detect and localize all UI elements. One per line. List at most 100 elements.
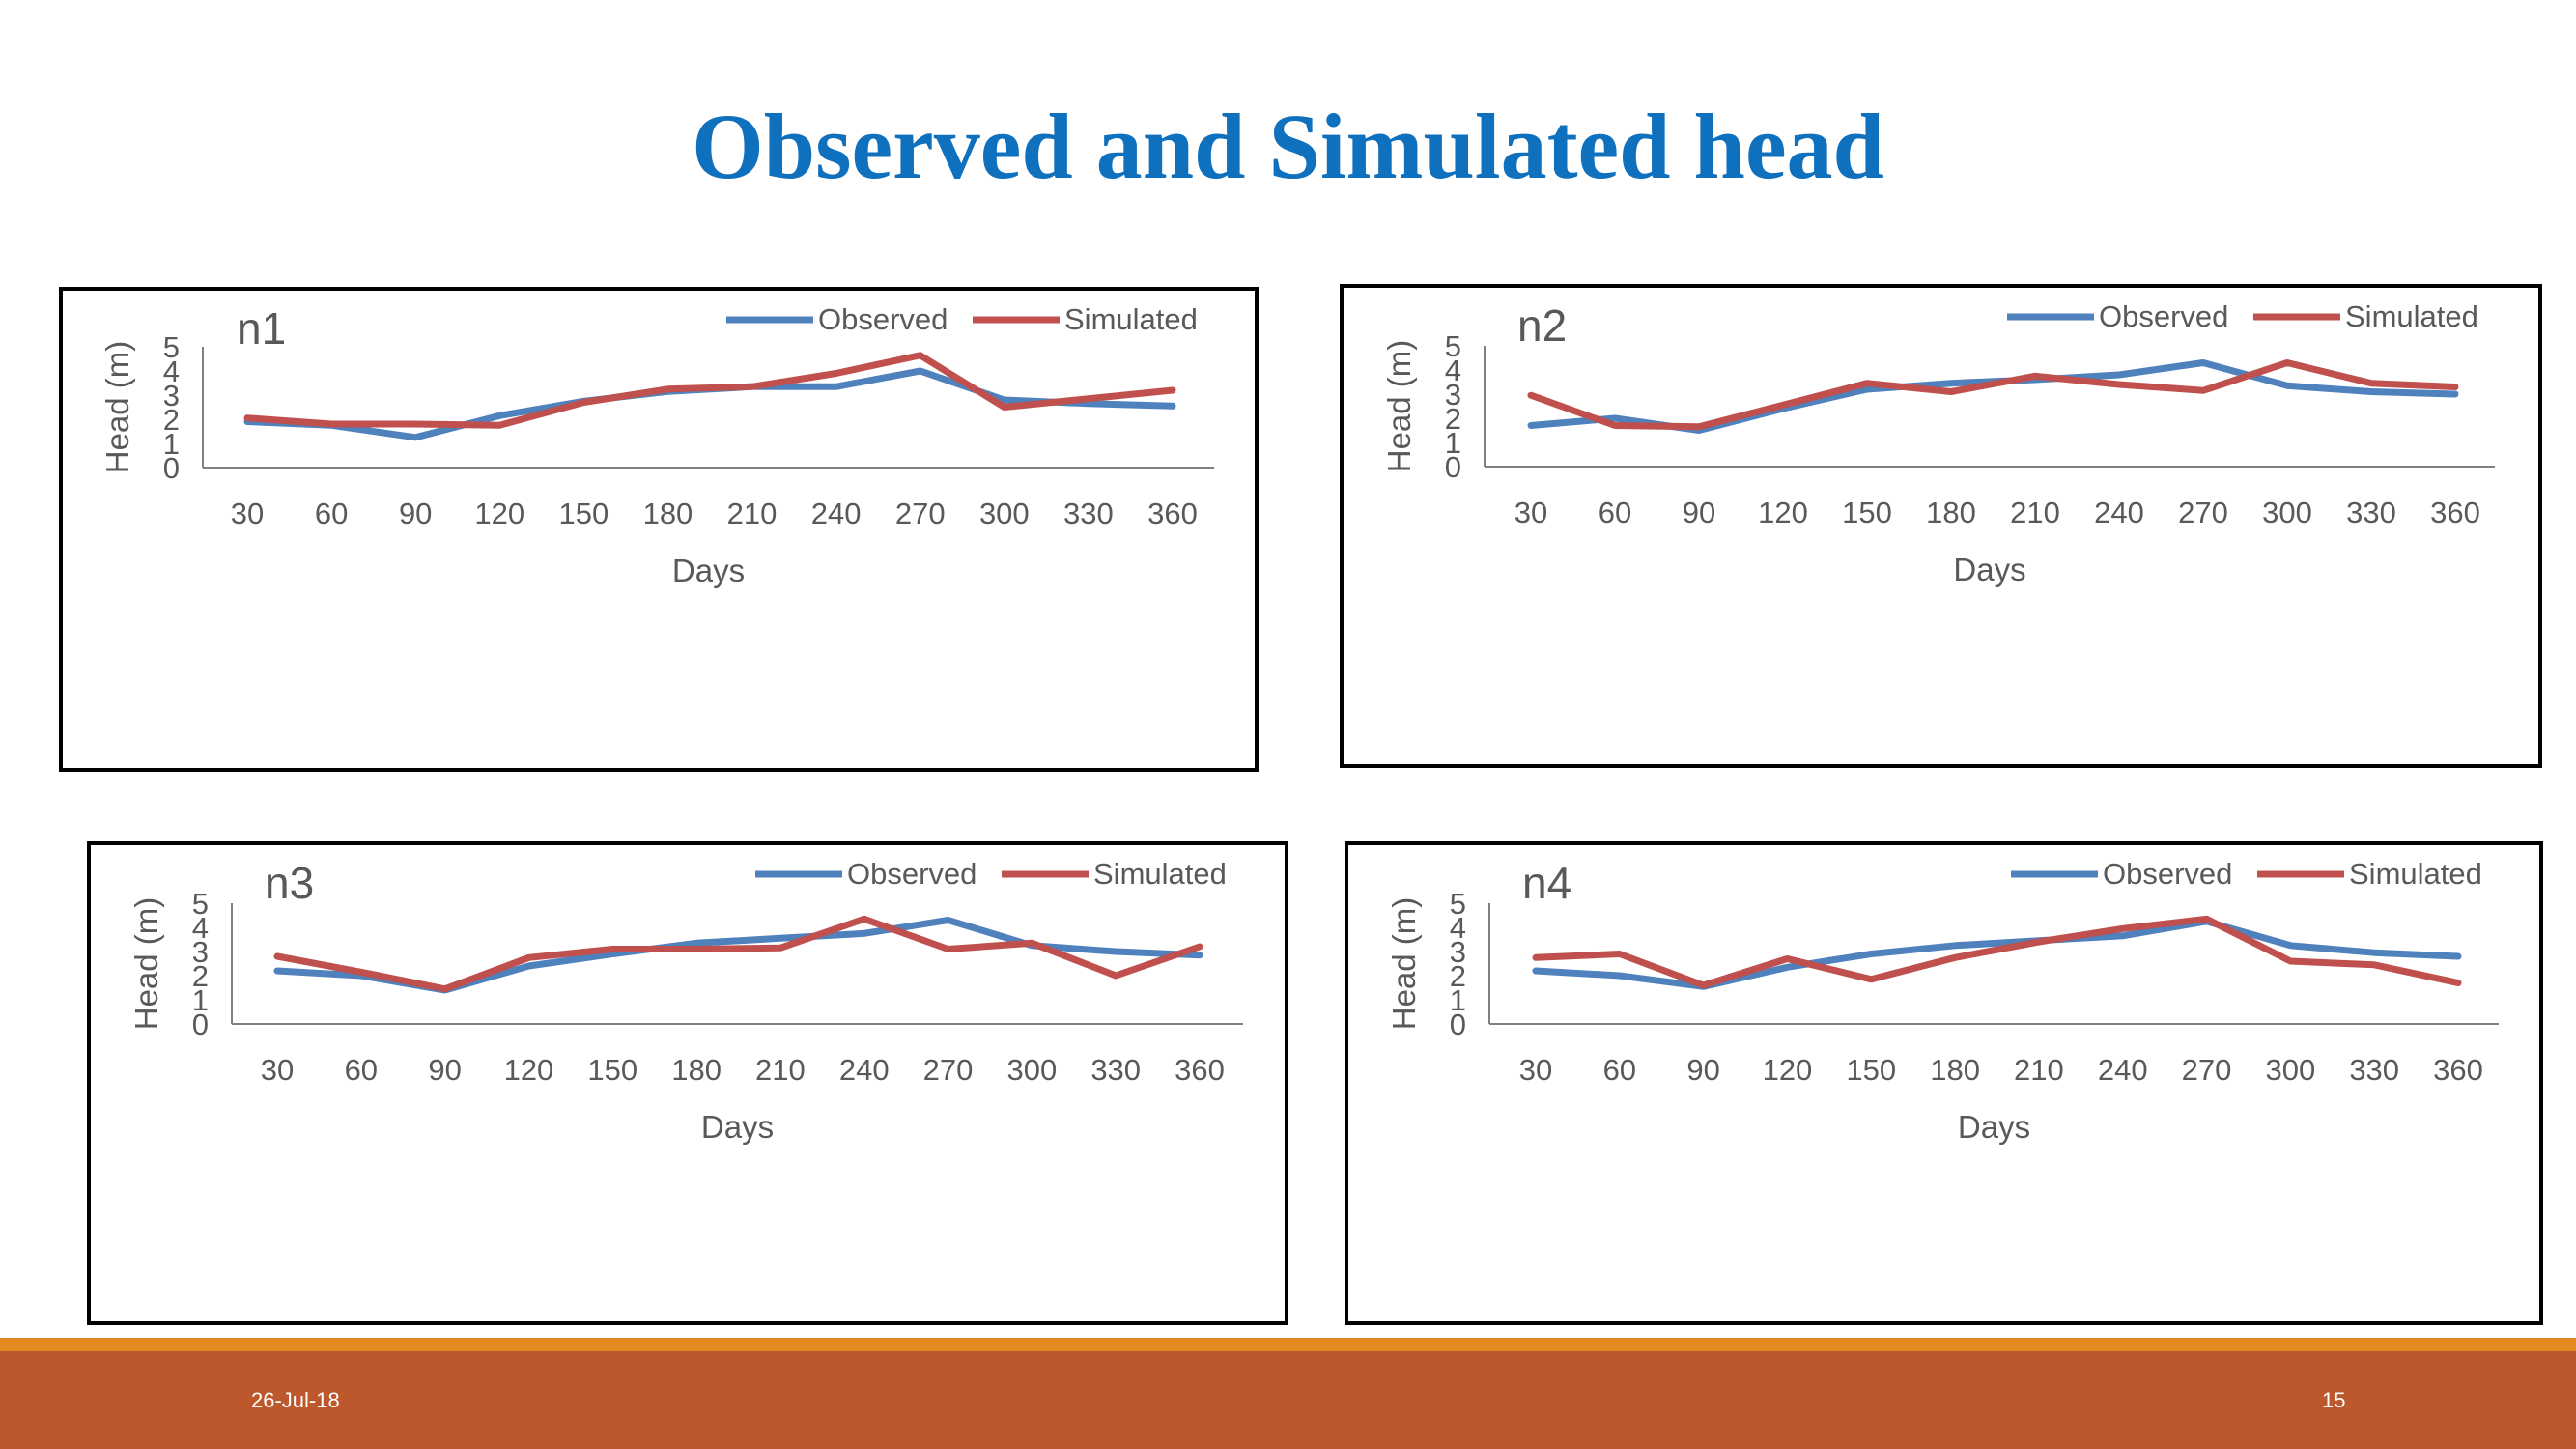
x-tick-label: 270 — [2182, 1053, 2232, 1087]
series-line-simulated — [1527, 359, 2459, 431]
x-tick-label: 150 — [1842, 496, 1892, 529]
x-tick-label: 60 — [1603, 1053, 1636, 1087]
series-line-simulated — [243, 352, 1176, 429]
y-axis-title: Head (m) — [1381, 340, 1417, 473]
y-tick-label: 4 — [1450, 911, 1466, 945]
x-tick-label: 270 — [923, 1053, 974, 1087]
series-line-simulated — [1532, 915, 2462, 989]
y-axis-title: Head (m) — [1386, 897, 1422, 1031]
x-tick-label: 90 — [1686, 1053, 1719, 1087]
y-tick-label: 0 — [163, 451, 180, 485]
page-number: 15 — [2322, 1388, 2346, 1412]
footer-bar — [0, 1351, 2576, 1449]
x-tick-label: 330 — [1063, 497, 1114, 530]
x-tick-label: 150 — [558, 497, 609, 530]
x-axis-title: Days — [701, 1109, 774, 1145]
y-tick-label: 5 — [1450, 887, 1466, 921]
x-tick-label: 120 — [1758, 496, 1808, 529]
y-tick-label: 2 — [192, 959, 209, 993]
y-tick-label: 3 — [192, 935, 209, 969]
x-tick-label: 150 — [1846, 1053, 1896, 1087]
x-tick-label: 330 — [1090, 1053, 1141, 1087]
x-tick-label: 60 — [1599, 496, 1631, 529]
y-tick-label: 2 — [1445, 402, 1461, 436]
chart-panel-n3: n3 0 1 2 3 4 5 30 60 90 120 150 180 210 240 270 300 330 36… — [87, 841, 1288, 1325]
x-tick-label: 180 — [1930, 1053, 1980, 1087]
x-tick-label: 210 — [2010, 496, 2060, 529]
x-tick-label: 90 — [399, 497, 432, 530]
y-tick-label: 4 — [1445, 354, 1461, 387]
y-tick-label: 3 — [163, 379, 180, 412]
x-tick-label: 210 — [727, 497, 778, 530]
y-tick-label: 0 — [1450, 1008, 1466, 1041]
x-tick-label: 210 — [755, 1053, 806, 1087]
y-tick-label: 5 — [163, 330, 180, 364]
x-tick-label: 240 — [811, 497, 862, 530]
x-tick-label: 60 — [345, 1053, 378, 1087]
x-tick-label: 300 — [979, 497, 1030, 530]
y-tick-label: 2 — [1450, 959, 1466, 993]
chart-panel-n4: n4 0 1 2 3 4 5 30 60 90 120 150 180 210 240 270 300 330 36… — [1345, 841, 2543, 1325]
x-tick-label: 60 — [315, 497, 348, 530]
y-tick-label: 1 — [1450, 983, 1466, 1017]
x-tick-label: 240 — [2098, 1053, 2148, 1087]
chart-panel-n2: n2 0 1 2 3 4 5 30 60 90 120 150 180 210 240 270 300 330 36… — [1340, 284, 2542, 768]
x-tick-label: 120 — [1763, 1053, 1813, 1087]
x-axis-title: Days — [1958, 1109, 2030, 1145]
x-tick-label: 360 — [2433, 1053, 2483, 1087]
x-tick-label: 120 — [474, 497, 524, 530]
x-tick-label: 240 — [2094, 496, 2144, 529]
x-tick-label: 180 — [671, 1053, 722, 1087]
legend-label: Simulated — [2345, 299, 2478, 333]
x-axis-title: Days — [672, 553, 745, 588]
y-axis-title: Head (m) — [99, 341, 135, 474]
y-tick-label: 1 — [192, 983, 209, 1017]
x-tick-label: 90 — [1683, 496, 1715, 529]
x-tick-label: 210 — [2014, 1053, 2064, 1087]
x-tick-label: 360 — [1147, 497, 1198, 530]
legend-label: Observed — [847, 857, 977, 891]
y-tick-label: 2 — [163, 403, 180, 437]
y-tick-label: 1 — [163, 427, 180, 461]
x-tick-label: 30 — [1519, 1053, 1552, 1087]
y-tick-label: 0 — [192, 1008, 209, 1041]
series-line-simulated — [273, 915, 1203, 993]
x-tick-label: 270 — [895, 497, 946, 530]
y-tick-label: 0 — [1445, 450, 1461, 484]
chart-title: n3 — [265, 858, 314, 908]
x-tick-label: 360 — [1175, 1053, 1225, 1087]
legend-label: Simulated — [1064, 302, 1198, 336]
series-line-observed — [1532, 918, 2462, 990]
x-tick-label: 150 — [587, 1053, 637, 1087]
x-tick-label: 240 — [839, 1053, 890, 1087]
y-tick-label: 5 — [1445, 329, 1461, 363]
chart-title: n4 — [1522, 858, 1571, 908]
slide-title: Observed and Simulated head — [692, 95, 1884, 198]
y-tick-label: 3 — [1445, 378, 1461, 412]
legend-label: Observed — [2103, 857, 2232, 891]
y-tick-label: 1 — [1445, 426, 1461, 460]
y-tick-label: 3 — [1450, 935, 1466, 969]
chart-panel-n1: n1 0 1 2 3 4 5 30 60 90 120 150 180 210 240 270 300 330 36… — [59, 287, 1259, 772]
x-tick-label: 360 — [2430, 496, 2480, 529]
y-tick-label: 4 — [163, 355, 180, 388]
footer-date: 26-Jul-18 — [251, 1388, 340, 1412]
legend-label: Simulated — [2349, 857, 2482, 891]
x-tick-label: 120 — [504, 1053, 554, 1087]
y-axis-title: Head (m) — [128, 897, 164, 1031]
x-tick-label: 30 — [1514, 496, 1547, 529]
x-tick-label: 300 — [1006, 1053, 1057, 1087]
x-tick-label: 330 — [2346, 496, 2396, 529]
legend-label: Observed — [2099, 299, 2228, 333]
legend-label: Observed — [818, 302, 948, 336]
footer-stripe — [0, 1338, 2576, 1351]
y-tick-label: 5 — [192, 887, 209, 921]
x-tick-label: 180 — [643, 497, 694, 530]
x-tick-label: 90 — [428, 1053, 461, 1087]
x-tick-label: 300 — [2262, 496, 2312, 529]
x-tick-label: 180 — [1926, 496, 1976, 529]
